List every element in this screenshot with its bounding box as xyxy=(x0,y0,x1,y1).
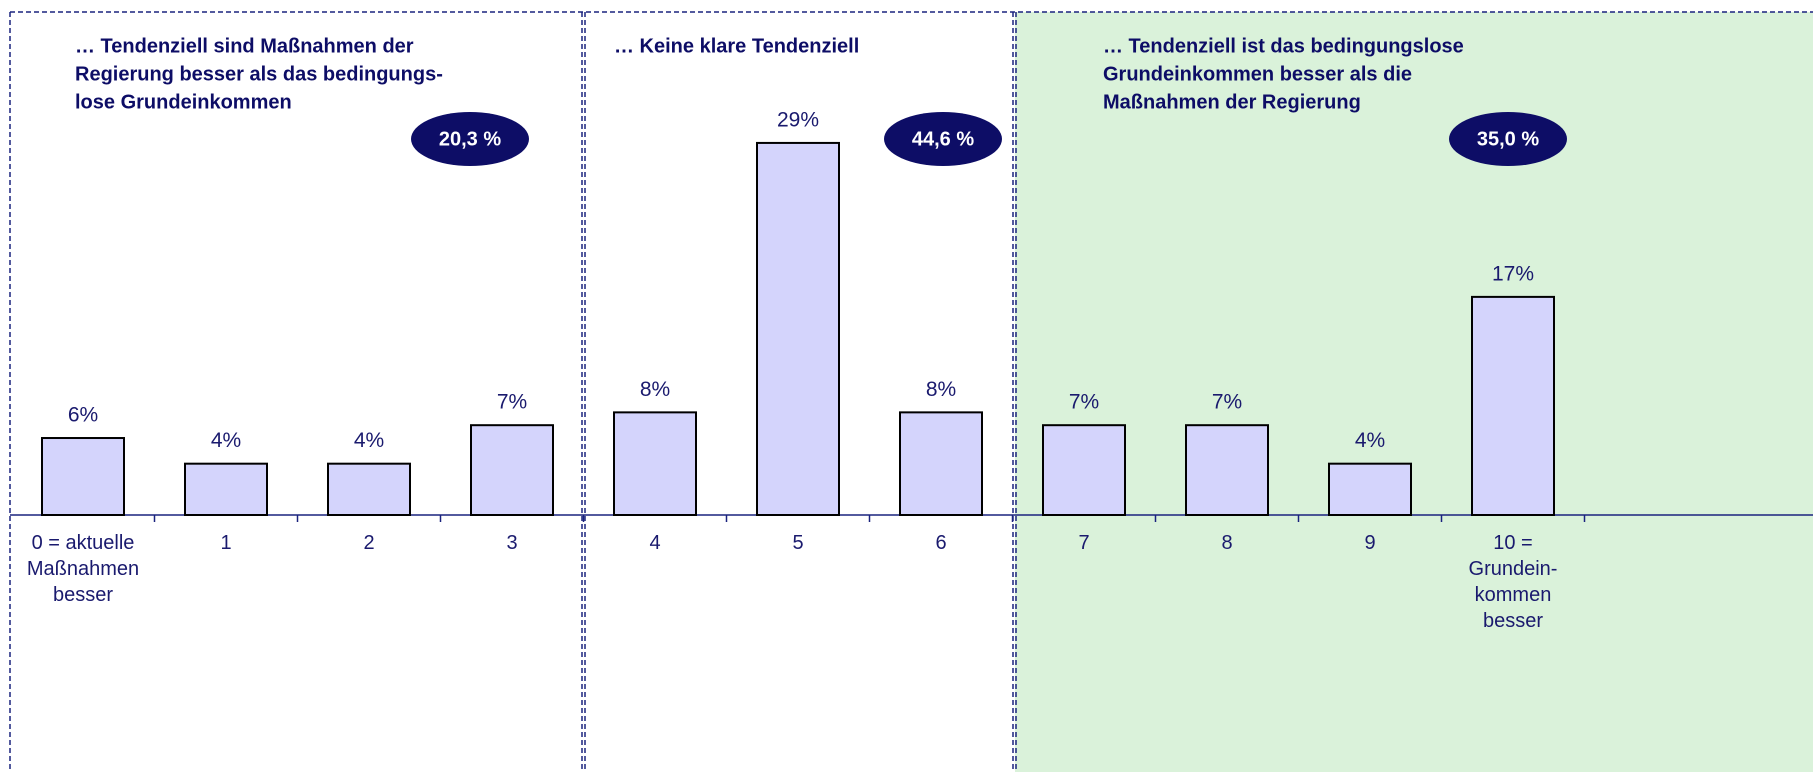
x-tick-label: 5 xyxy=(792,532,804,554)
share-label: 35,0 % xyxy=(1477,128,1539,150)
bar xyxy=(756,141,840,516)
bar xyxy=(1185,424,1269,516)
share-badge xyxy=(411,112,529,166)
bar xyxy=(41,437,125,516)
group-title: … Keine klare Tendenziell xyxy=(614,35,859,57)
value-label: 4% xyxy=(354,429,384,452)
value-label: 17% xyxy=(1492,262,1534,285)
group-title: Maßnahmen der Regierung xyxy=(1103,91,1361,113)
bar xyxy=(613,411,697,516)
group-title: … Tendenziell sind Maßnahmen der xyxy=(75,35,414,57)
bar xyxy=(184,462,268,516)
share-label: 20,3 % xyxy=(439,128,501,150)
value-label: 4% xyxy=(211,429,241,452)
x-tick-label: 8 xyxy=(1221,532,1233,554)
x-tick-label: 0 = aktuelle Maßnahmen besser xyxy=(26,532,140,606)
x-tick-label: 3 xyxy=(506,532,518,554)
x-tick-label: 1 xyxy=(220,532,232,554)
value-label: 7% xyxy=(497,391,527,414)
value-label: 6% xyxy=(68,404,98,427)
x-tick-label: 7 xyxy=(1078,532,1090,554)
share-badge xyxy=(1449,112,1567,166)
x-tick-label: 9 xyxy=(1364,532,1376,554)
bar xyxy=(327,462,411,516)
value-label: 29% xyxy=(777,108,819,131)
x-tick-label: 6 xyxy=(935,532,947,554)
bar xyxy=(1042,424,1126,516)
bar xyxy=(1471,295,1555,517)
group-title: Grundeinkommen besser als die xyxy=(1103,63,1412,85)
group-title: lose Grundeinkommen xyxy=(75,91,292,113)
bar xyxy=(470,424,554,516)
share-label: 44,6 % xyxy=(912,128,974,150)
value-label: 7% xyxy=(1069,391,1099,414)
share-badge xyxy=(884,112,1002,166)
group-title: … Tendenziell ist das bedingungslose xyxy=(1103,35,1464,57)
x-tick-label: 4 xyxy=(649,532,661,554)
x-tick-label: 10 = Grundein-kommen besser xyxy=(1468,532,1558,632)
highlight-panel xyxy=(1015,12,1813,772)
group-title: Regierung besser als das bedingungs- xyxy=(75,63,443,85)
bar xyxy=(1328,462,1412,516)
value-label: 7% xyxy=(1212,391,1242,414)
value-label: 8% xyxy=(926,378,956,401)
value-label: 8% xyxy=(640,378,670,401)
value-label: 4% xyxy=(1355,429,1385,452)
bar xyxy=(899,411,983,516)
panel-borders xyxy=(9,11,1813,772)
x-tick-label: 2 xyxy=(363,532,375,554)
